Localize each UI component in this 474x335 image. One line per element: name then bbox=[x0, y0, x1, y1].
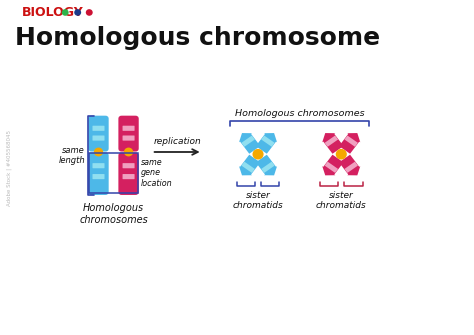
Circle shape bbox=[253, 149, 264, 159]
Text: Homologous
chromosomes: Homologous chromosomes bbox=[79, 203, 148, 224]
Circle shape bbox=[74, 9, 81, 16]
Text: replication: replication bbox=[153, 137, 201, 146]
Ellipse shape bbox=[125, 147, 132, 157]
FancyArrow shape bbox=[339, 155, 360, 175]
Text: Adobe Stock | #405568045: Adobe Stock | #405568045 bbox=[7, 130, 12, 205]
FancyBboxPatch shape bbox=[92, 126, 104, 131]
Bar bbox=[89, 153, 138, 193]
Text: same
length: same length bbox=[58, 146, 85, 165]
FancyBboxPatch shape bbox=[92, 135, 104, 141]
FancyBboxPatch shape bbox=[123, 174, 135, 179]
FancyArrow shape bbox=[261, 136, 274, 147]
FancyArrow shape bbox=[241, 136, 255, 147]
FancyBboxPatch shape bbox=[88, 116, 109, 151]
Circle shape bbox=[86, 9, 93, 16]
Text: BIOLOGY: BIOLOGY bbox=[22, 6, 84, 19]
FancyBboxPatch shape bbox=[118, 116, 139, 151]
FancyBboxPatch shape bbox=[123, 163, 135, 168]
FancyArrow shape bbox=[322, 155, 344, 175]
FancyArrow shape bbox=[345, 162, 358, 173]
FancyArrow shape bbox=[239, 133, 260, 154]
Ellipse shape bbox=[95, 147, 102, 157]
Text: sister
chromatids: sister chromatids bbox=[316, 191, 367, 210]
Circle shape bbox=[124, 147, 133, 156]
FancyBboxPatch shape bbox=[123, 126, 135, 131]
FancyArrow shape bbox=[339, 133, 360, 154]
FancyArrow shape bbox=[325, 162, 338, 173]
Circle shape bbox=[62, 9, 69, 16]
Text: Homologous chromosome: Homologous chromosome bbox=[15, 26, 381, 50]
FancyArrow shape bbox=[345, 136, 358, 147]
Text: Homologous chromosomes: Homologous chromosomes bbox=[235, 109, 365, 118]
Text: sister
chromatids: sister chromatids bbox=[233, 191, 283, 210]
FancyBboxPatch shape bbox=[118, 152, 139, 195]
FancyBboxPatch shape bbox=[88, 152, 109, 195]
FancyArrow shape bbox=[239, 155, 260, 175]
FancyBboxPatch shape bbox=[123, 135, 135, 141]
FancyArrow shape bbox=[325, 136, 338, 147]
FancyBboxPatch shape bbox=[92, 163, 104, 168]
Circle shape bbox=[336, 149, 347, 159]
Text: same
gene
location: same gene location bbox=[141, 158, 173, 188]
FancyArrow shape bbox=[261, 162, 274, 173]
Circle shape bbox=[94, 147, 103, 156]
FancyBboxPatch shape bbox=[92, 174, 104, 179]
FancyArrow shape bbox=[322, 133, 344, 154]
FancyArrow shape bbox=[256, 155, 277, 175]
FancyArrow shape bbox=[241, 162, 255, 173]
FancyArrow shape bbox=[256, 133, 277, 154]
